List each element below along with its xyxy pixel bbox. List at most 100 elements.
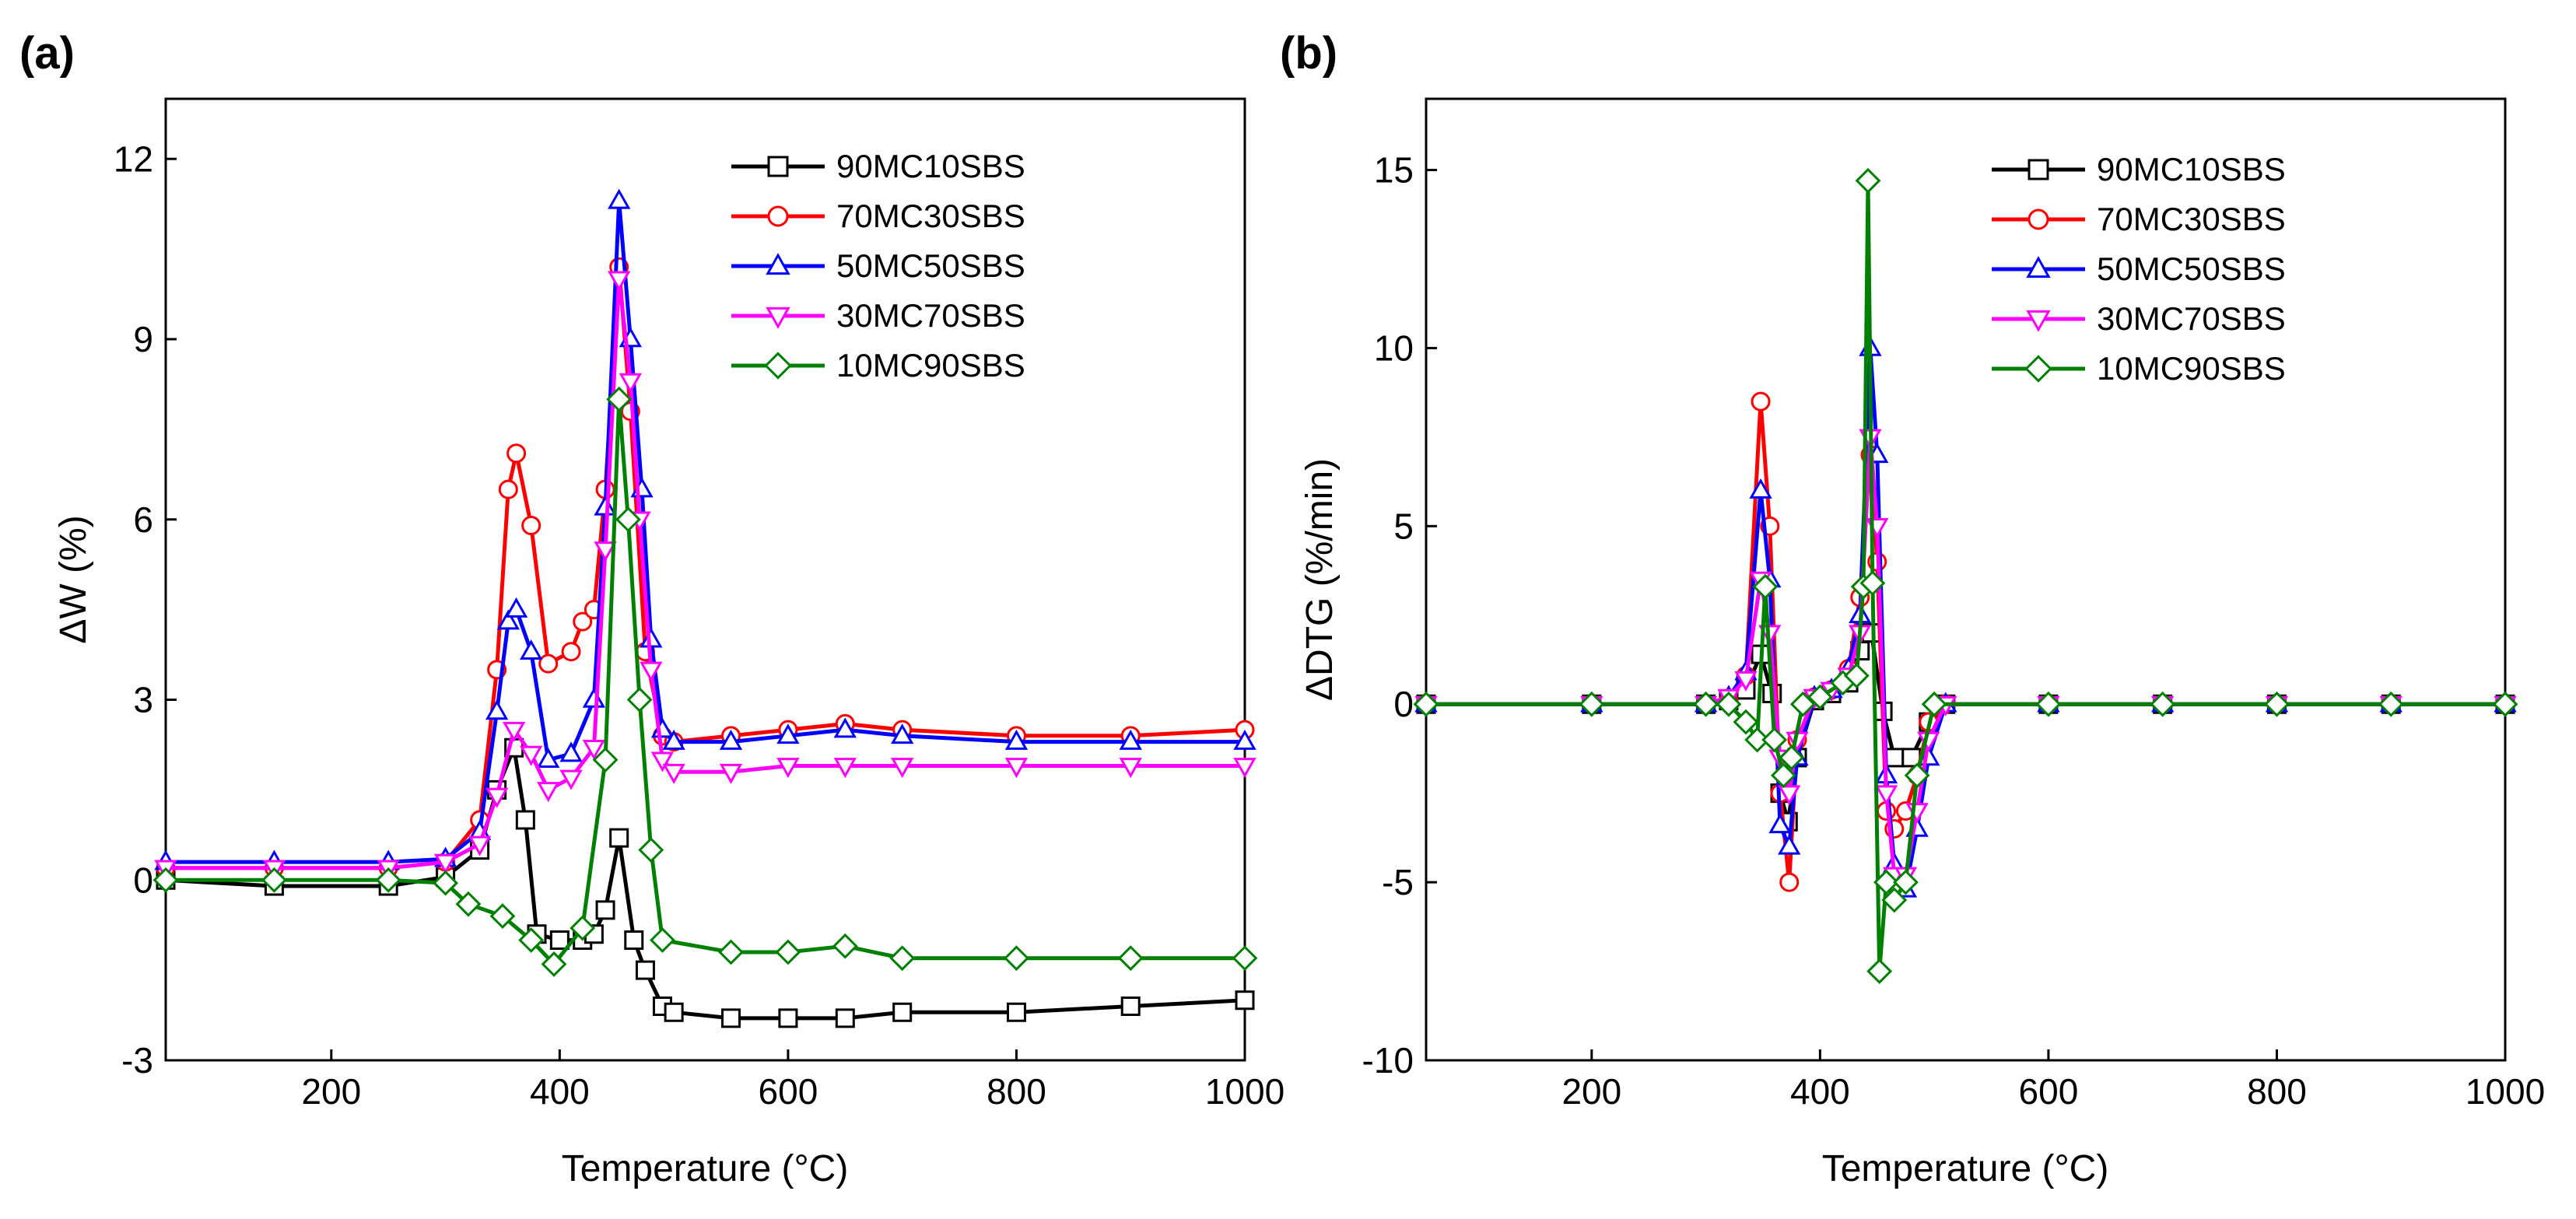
- chart-a: 200 400 600 800 1000 -3 0 3 6 9 12 90MC10SBS 70MC30…: [53, 97, 1284, 1189]
- data-point-10MC90SBS: [1716, 691, 1742, 717]
- data-point-10MC90SBS: [1004, 945, 1029, 972]
- y-tick-label: 0: [1393, 684, 1414, 724]
- series-line-10MC90SBS: [166, 397, 1245, 966]
- data-point-70MC30SBS: [521, 516, 541, 535]
- chart-a-ticks: 200 400 600 800 1000 -3 0 3 6 9 12: [114, 138, 1284, 1112]
- data-point-30MC70SBS: [640, 661, 663, 682]
- legend-label: 90MC10SBS: [2097, 151, 2286, 187]
- data-point-90MC10SBS: [664, 1002, 684, 1022]
- legend-label: 30MC70SBS: [2097, 300, 2286, 337]
- data-point-30MC70SBS: [650, 751, 675, 772]
- data-point-50MC50SBS: [891, 723, 914, 744]
- legend-label: 50MC50SBS: [836, 247, 1025, 284]
- data-point-10MC90SBS: [606, 386, 633, 412]
- data-point-10MC90SBS: [1904, 762, 1930, 789]
- data-point-30MC70SBS: [433, 853, 457, 874]
- data-point-70MC30SBS: [498, 479, 518, 499]
- data-point-90MC10SBS: [1120, 996, 1141, 1016]
- y-tick-label: -5: [1382, 862, 1414, 902]
- data-point-30MC70SBS: [485, 787, 509, 808]
- legend-marker-10MC90SBS: [2024, 355, 2052, 383]
- data-point-90MC10SBS: [515, 810, 535, 830]
- data-point-90MC10SBS: [1006, 1002, 1026, 1022]
- data-point-70MC30SBS: [1779, 872, 1800, 892]
- data-point-30MC70SBS: [1004, 758, 1029, 779]
- data-point-10MC90SBS: [1843, 663, 1870, 689]
- chart-a-x-axis-title: Temperature (°C): [562, 1148, 849, 1189]
- chart-b-x-axis-title: Temperature (°C): [1822, 1148, 2109, 1189]
- y-tick-label: 6: [133, 499, 153, 540]
- data-point-50MC50SBS: [1004, 729, 1029, 750]
- data-point-90MC10SBS: [1235, 990, 1255, 1011]
- data-point-50MC50SBS: [608, 188, 631, 209]
- data-point-30MC70SBS: [1778, 785, 1801, 806]
- data-point-10MC90SBS: [1807, 684, 1833, 710]
- data-point-10MC90SBS: [2150, 691, 2176, 717]
- x-tick-label: 600: [759, 1071, 818, 1112]
- data-point-50MC50SBS: [833, 717, 857, 738]
- data-point-30MC70SBS: [619, 373, 643, 394]
- data-point-10MC90SBS: [1117, 945, 1144, 972]
- data-point-50MC50SBS: [776, 723, 800, 744]
- data-point-10MC90SBS: [1893, 869, 1919, 895]
- data-point-50MC50SBS: [1768, 813, 1792, 834]
- data-point-30MC70SBS: [1734, 671, 1758, 692]
- y-tick-label: 15: [1374, 150, 1414, 191]
- data-point-90MC10SBS: [835, 1008, 855, 1028]
- y-tick-label: 12: [114, 138, 153, 179]
- data-point-30MC70SBS: [1119, 758, 1142, 779]
- chart-a-series: [152, 188, 1258, 1028]
- panel-b-letter: (b): [1280, 28, 1337, 79]
- data-point-10MC90SBS: [2035, 691, 2062, 717]
- data-point-10MC90SBS: [1859, 570, 1886, 596]
- data-point-10MC90SBS: [1752, 573, 1779, 600]
- data-point-50MC50SBS: [520, 639, 543, 660]
- x-tick-label: 800: [987, 1071, 1046, 1112]
- data-point-50MC50SBS: [537, 748, 560, 769]
- data-point-10MC90SBS: [1921, 691, 1947, 717]
- chart-b-series: [1413, 167, 2518, 984]
- data-point-10MC90SBS: [1744, 727, 1771, 753]
- legend-marker-50MC50SBS: [766, 253, 790, 275]
- chart-a-frame: [164, 97, 1246, 1062]
- data-point-10MC90SBS: [1733, 709, 1759, 735]
- data-point-90MC10SBS: [1884, 748, 1905, 768]
- legend-marker-90MC10SBS: [2028, 159, 2049, 180]
- y-tick-label: 3: [133, 680, 153, 720]
- data-point-90MC10SBS: [624, 930, 644, 950]
- data-point-30MC70SBS: [468, 835, 492, 856]
- data-point-50MC50SBS: [719, 729, 743, 750]
- chart-b-frame: [1425, 97, 2507, 1062]
- chart-b-y-axis-title: ΔDTG (%/min): [1299, 458, 1341, 701]
- x-tick-label: 400: [530, 1071, 590, 1112]
- panel-a-letter: (a): [19, 28, 75, 79]
- data-point-10MC90SBS: [518, 927, 545, 953]
- data-point-30MC70SBS: [537, 782, 560, 803]
- data-point-10MC90SBS: [1855, 167, 1881, 194]
- data-point-10MC90SBS: [1881, 887, 1908, 913]
- data-point-30MC70SBS: [1874, 785, 1898, 806]
- data-point-70MC30SBS: [1751, 391, 1771, 412]
- chart-a-legend: 90MC10SBS 70MC30SBS 50MC50SBS 30MC70SBS 10MC…: [731, 148, 1025, 384]
- data-point-90MC10SBS: [778, 1008, 798, 1028]
- data-point-70MC30SBS: [538, 653, 559, 674]
- x-tick-label: 1000: [2466, 1071, 2545, 1112]
- legend-marker-90MC10SBS: [767, 156, 789, 177]
- data-point-30MC70SBS: [520, 745, 543, 766]
- data-point-10MC90SBS: [1770, 762, 1796, 789]
- data-point-10MC90SBS: [2492, 691, 2518, 717]
- x-tick-label: 200: [301, 1071, 361, 1112]
- legend-marker-10MC90SBS: [764, 352, 792, 380]
- data-point-10MC90SBS: [1761, 727, 1788, 753]
- legend-label: 70MC30SBS: [2097, 201, 2286, 237]
- legend-label: 10MC90SBS: [836, 347, 1025, 384]
- data-point-10MC90SBS: [1866, 958, 1893, 984]
- data-point-90MC10SBS: [892, 1002, 913, 1022]
- data-point-70MC30SBS: [573, 611, 593, 632]
- data-point-30MC70SBS: [594, 541, 617, 562]
- chart-b-legend: 90MC10SBS 70MC30SBS 50MC50SBS 30MC70SBS 10MC…: [1992, 151, 2286, 387]
- y-tick-label: -10: [1362, 1040, 1414, 1081]
- data-point-90MC10SBS: [549, 930, 570, 950]
- data-point-10MC90SBS: [1693, 691, 1719, 717]
- data-point-10MC90SBS: [455, 891, 482, 917]
